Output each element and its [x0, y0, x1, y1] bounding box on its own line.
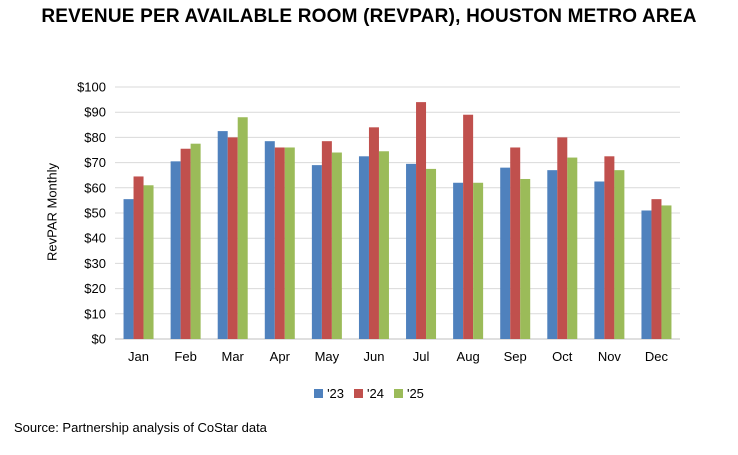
- bar-mar-series-1: [217, 131, 228, 339]
- legend-swatch: [354, 389, 364, 398]
- bar-may-series-1: [311, 165, 322, 339]
- x-tick-label: Mar: [222, 349, 245, 364]
- x-tick-label: Nov: [598, 349, 622, 364]
- bar-apr-series-3: [284, 147, 295, 339]
- bar-jan-series-1: [123, 199, 134, 339]
- x-tick-label: Oct: [552, 349, 573, 364]
- bar-nov-series-1: [594, 181, 605, 339]
- legend-item: '24: [354, 386, 384, 401]
- bar-nov-series-2: [604, 156, 615, 339]
- bar-mar-series-2: [227, 137, 238, 339]
- bar-may-series-3: [331, 152, 342, 339]
- legend: '23 '24 '25: [0, 386, 738, 401]
- x-tick-label: Jun: [363, 349, 384, 364]
- bar-jan-series-3: [143, 185, 154, 339]
- x-tick-label: Apr: [270, 349, 291, 364]
- legend-item: '25: [393, 386, 424, 401]
- bar-oct-series-3: [567, 157, 578, 339]
- y-tick-label: $50: [84, 206, 106, 221]
- legend-swatch: [393, 389, 403, 398]
- y-tick-label: $100: [77, 80, 106, 95]
- y-axis-label: RevPAR Monthly: [44, 162, 60, 262]
- bar-oct-series-2: [557, 137, 568, 339]
- x-tick-label: May: [315, 349, 340, 364]
- bar-feb-series-2: [180, 148, 191, 339]
- bar-aug-series-2: [463, 114, 474, 339]
- legend-label: '25: [406, 386, 424, 401]
- bar-feb-series-3: [190, 143, 201, 339]
- x-tick-label: Jan: [128, 349, 149, 364]
- x-tick-label: Jul: [413, 349, 430, 364]
- x-tick-label: Aug: [457, 349, 480, 364]
- bar-mar-series-3: [237, 117, 248, 340]
- chart-title: REVENUE PER AVAILABLE ROOM (REVPAR), HOU…: [41, 6, 697, 27]
- bar-oct-series-1: [547, 170, 558, 339]
- bar-apr-series-1: [264, 141, 275, 339]
- y-tick-label: $10: [84, 306, 106, 321]
- bar-sep-series-1: [500, 167, 511, 339]
- bar-feb-series-1: [170, 161, 181, 339]
- legend-label: '24: [367, 386, 384, 401]
- x-tick-label: Sep: [504, 349, 527, 364]
- legend-item: '23: [314, 386, 344, 401]
- bar-dec-series-3: [661, 205, 672, 339]
- bar-jul-series-1: [406, 163, 417, 339]
- bar-dec-series-1: [641, 210, 652, 339]
- bar-dec-series-2: [651, 199, 662, 339]
- bar-jun-series-1: [358, 156, 369, 339]
- x-tick-label: Feb: [174, 349, 196, 364]
- legend-label: '23: [327, 386, 345, 401]
- bar-jun-series-3: [378, 151, 389, 339]
- legend-swatch: [314, 389, 324, 398]
- bar-jul-series-2: [416, 102, 427, 340]
- bar-aug-series-1: [453, 182, 464, 339]
- y-tick-label: $60: [84, 180, 106, 195]
- bar-jun-series-2: [368, 127, 379, 339]
- bar-aug-series-3: [473, 182, 484, 339]
- y-tick-label: $0: [92, 332, 106, 347]
- y-tick-label: $40: [84, 231, 106, 246]
- bar-jul-series-3: [426, 168, 437, 339]
- x-tick-label: Dec: [645, 349, 669, 364]
- bar-sep-series-3: [520, 178, 531, 339]
- y-tick-label: $30: [84, 256, 106, 271]
- y-tick-label: $80: [84, 130, 106, 145]
- y-tick-label: $70: [84, 155, 106, 170]
- bar-may-series-2: [321, 141, 332, 339]
- bar-nov-series-3: [614, 170, 625, 339]
- bar-apr-series-2: [274, 147, 285, 339]
- y-tick-label: $90: [84, 105, 106, 120]
- bar-sep-series-2: [510, 147, 521, 339]
- y-tick-label: $20: [84, 281, 106, 296]
- bar-jan-series-2: [133, 176, 144, 339]
- source-note: Source: Partnership analysis of CoStar d…: [14, 420, 267, 435]
